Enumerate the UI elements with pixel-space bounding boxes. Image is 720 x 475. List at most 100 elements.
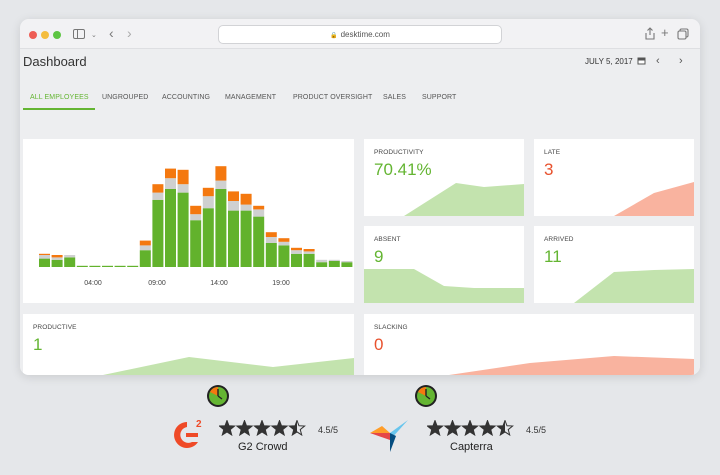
new-tab-icon[interactable]: + (661, 25, 669, 40)
forward-icon[interactable]: › (127, 25, 132, 41)
bar-13-productive[interactable] (202, 208, 214, 267)
calendar-icon[interactable] (637, 56, 646, 65)
bar-18-neutral[interactable] (265, 237, 277, 243)
tab-all-employees[interactable]: ALL EMPLOYEES (30, 94, 89, 101)
bar-24-productive[interactable] (341, 262, 353, 267)
bar-15-productive[interactable] (228, 210, 239, 267)
arrived-card[interactable]: ARRIVED 11 (534, 226, 694, 303)
bar-15-unproductive[interactable] (228, 191, 239, 201)
bar-23-productive[interactable] (328, 261, 340, 267)
browser-window: ⌄ ‹ › 🔒 desktime.com + Dashboard JULY 5, … (20, 19, 700, 375)
bar-16-productive[interactable] (240, 210, 252, 267)
productivity-label: PRODUCTIVITY (374, 149, 424, 156)
star-icon (462, 420, 478, 435)
sidebar-toggle-icon[interactable] (73, 29, 85, 39)
bar-17-neutral[interactable] (253, 209, 265, 217)
slacking-card[interactable]: SLACKING 0 (364, 314, 694, 375)
bar-6-productive[interactable] (114, 265, 126, 267)
bar-0-productive[interactable] (39, 258, 50, 267)
bar-10-neutral[interactable] (165, 178, 176, 189)
absent-label: ABSENT (374, 236, 401, 243)
bar-8-neutral[interactable] (139, 245, 151, 251)
bar-2-neutral[interactable] (64, 255, 76, 258)
bar-12-unproductive[interactable] (190, 205, 202, 215)
close-window-button[interactable] (29, 31, 37, 39)
bar-10-unproductive[interactable] (165, 168, 176, 179)
bar-17-unproductive[interactable] (253, 205, 265, 210)
productivity-card[interactable]: PRODUCTIVITY 70.41% (364, 139, 524, 216)
bar-0-unproductive[interactable] (39, 253, 50, 255)
bar-20-neutral[interactable] (291, 250, 302, 254)
bar-14-productive[interactable] (215, 189, 227, 267)
bar-1-neutral[interactable] (51, 257, 63, 260)
bar-19-unproductive[interactable] (278, 238, 290, 242)
g2-logo: 2 (174, 419, 202, 448)
bar-11-productive[interactable] (177, 192, 189, 267)
bar-20-unproductive[interactable] (291, 247, 302, 251)
bar-11-neutral[interactable] (177, 184, 189, 193)
bar-16-neutral[interactable] (240, 204, 252, 211)
minimize-window-button[interactable] (41, 31, 49, 39)
bar-18-unproductive[interactable] (265, 232, 277, 237)
bar-14-neutral[interactable] (215, 180, 227, 189)
bar-20-productive[interactable] (291, 253, 302, 267)
tab-management[interactable]: MANAGEMENT (225, 94, 277, 101)
bar-0-neutral[interactable] (39, 255, 50, 259)
bar-8-unproductive[interactable] (139, 240, 151, 246)
bar-4-productive[interactable] (89, 265, 101, 267)
bar-18-productive[interactable] (265, 243, 277, 267)
star-icon (497, 420, 505, 435)
bar-22-productive[interactable] (316, 262, 328, 267)
g2-rating: 4.5/5 (318, 425, 339, 435)
tab-support[interactable]: SUPPORT (422, 94, 457, 101)
chevron-down-icon[interactable]: ⌄ (91, 32, 97, 39)
bar-5-productive[interactable] (102, 265, 113, 267)
bar-12-neutral[interactable] (190, 214, 202, 221)
previous-day-icon[interactable]: ‹ (656, 55, 660, 67)
bar-11-unproductive[interactable] (177, 169, 189, 185)
bar-2-productive[interactable] (64, 257, 76, 267)
bar-19-neutral[interactable] (278, 241, 290, 246)
bar-8-productive[interactable] (139, 250, 151, 267)
star-icon (444, 420, 461, 435)
back-icon[interactable]: ‹ (109, 25, 114, 41)
bar-24-neutral[interactable] (341, 261, 353, 263)
bar-21-neutral[interactable] (303, 251, 315, 254)
tab-accounting[interactable]: ACCOUNTING (162, 94, 211, 101)
bar-16-unproductive[interactable] (240, 193, 252, 205)
bar-10-productive[interactable] (165, 189, 176, 267)
late-card[interactable]: LATE 3 (534, 139, 694, 216)
bar-1-productive[interactable] (51, 259, 63, 267)
tab-ungrouped[interactable]: UNGROUPED (102, 94, 149, 101)
bar-19-productive[interactable] (278, 245, 290, 267)
next-day-icon[interactable]: › (679, 55, 683, 67)
share-icon[interactable] (644, 27, 656, 41)
productive-label: PRODUCTIVE (33, 324, 77, 331)
slacking-value: 0 (374, 335, 384, 354)
bar-7-productive[interactable] (127, 265, 139, 267)
bar-12-productive[interactable] (190, 220, 202, 267)
bar-22-neutral[interactable] (316, 259, 328, 263)
tabs-overview-icon[interactable] (677, 28, 689, 40)
bar-21-unproductive[interactable] (303, 249, 315, 252)
bar-9-unproductive[interactable] (152, 184, 164, 193)
bar-21-productive[interactable] (303, 253, 315, 267)
bar-23-neutral[interactable] (328, 259, 340, 261)
tab-product-oversight[interactable]: PRODUCT OVERSIGHT (293, 94, 373, 101)
bar-1-unproductive[interactable] (51, 255, 63, 258)
bar-9-neutral[interactable] (152, 192, 164, 200)
bar-17-productive[interactable] (253, 216, 265, 267)
bar-3-productive[interactable] (76, 265, 88, 267)
bar-13-unproductive[interactable] (202, 187, 214, 197)
productive-card[interactable]: PRODUCTIVE 1 (23, 314, 354, 375)
zoom-window-button[interactable] (53, 31, 61, 39)
bar-13-neutral[interactable] (202, 196, 214, 209)
address-bar[interactable]: 🔒 desktime.com (218, 25, 502, 44)
tab-sales[interactable]: SALES (383, 94, 407, 101)
bar-14-unproductive[interactable] (215, 166, 227, 181)
date-label: JULY 5, 2017 (585, 57, 633, 66)
absent-card[interactable]: ABSENT 9 (364, 226, 524, 303)
bar-15-neutral[interactable] (228, 201, 239, 211)
svg-text:2: 2 (196, 419, 202, 430)
bar-9-productive[interactable] (152, 199, 164, 267)
